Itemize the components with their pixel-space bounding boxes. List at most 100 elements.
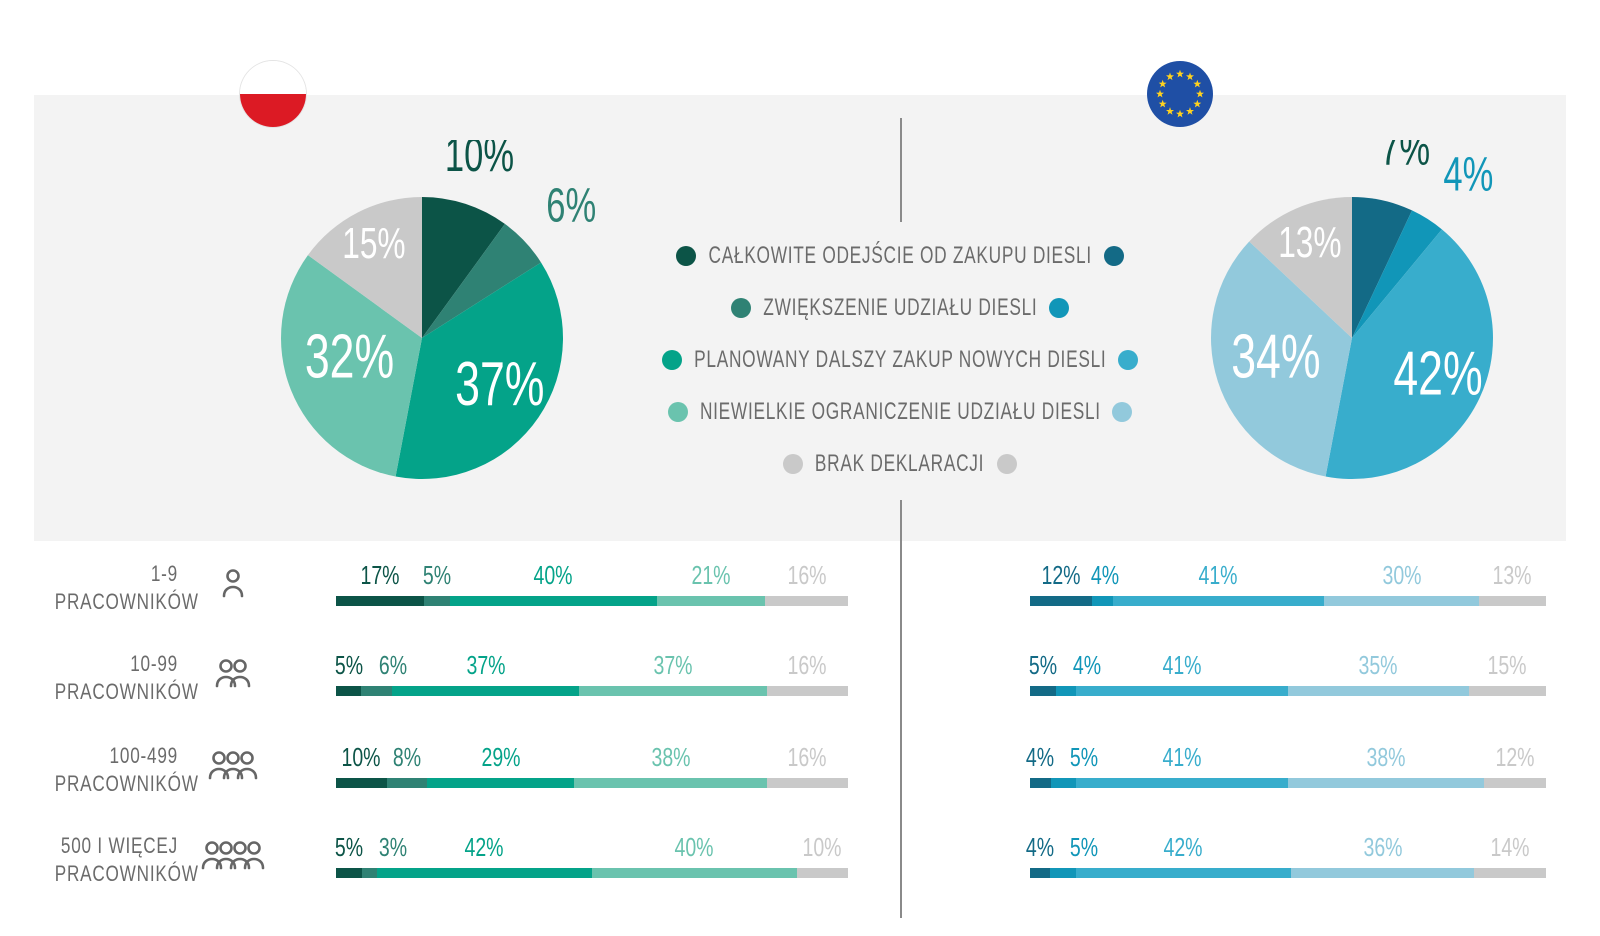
- legend-dot-eu: [1112, 402, 1133, 422]
- pie-label: 13%: [1278, 218, 1341, 267]
- bar-segment-eu: [1076, 778, 1288, 788]
- eu-star-icon: [1158, 99, 1167, 108]
- pie-label: 15%: [342, 219, 405, 268]
- bar-value-label-eu: 35%: [1358, 650, 1398, 680]
- bar-segment-poland: [765, 596, 848, 606]
- bar-segment-poland: [579, 686, 767, 696]
- bar-segment-eu: [1075, 868, 1291, 878]
- bar-segment-eu: [1030, 868, 1051, 878]
- bar-value-label-eu: 30%: [1381, 560, 1422, 590]
- pie-slice: [1325, 229, 1493, 479]
- bar-segment-poland: [336, 596, 424, 606]
- bar-value-label-eu: 4%: [1072, 650, 1101, 680]
- bar-segment-poland: [766, 686, 848, 696]
- pie-chart-eu: 7% 4% 42% 34% 13%: [1211, 140, 1493, 479]
- bar-value-label-eu: 41%: [1198, 560, 1238, 590]
- pie-label: 10%: [445, 140, 514, 181]
- bar-segment-eu: [1030, 778, 1051, 788]
- eu-flag-icon: [1147, 61, 1213, 127]
- bar-segment-eu: [1288, 778, 1485, 788]
- bar-value-label-poland: 17%: [360, 560, 400, 590]
- bar-segment-poland: [336, 686, 362, 696]
- bar-value-label-poland: 3%: [378, 832, 407, 862]
- eu-star-icon: [1176, 109, 1184, 118]
- row-label-line2: PRACOWNIKÓW: [54, 679, 199, 704]
- bar-segment-eu: [1478, 596, 1546, 606]
- legend-label: NIEWIELKIE OGRANICZENIE UDZIAŁU DIESLI: [699, 398, 1101, 425]
- bar-value-label-poland: 38%: [651, 742, 691, 772]
- bar-segment-eu: [1055, 686, 1077, 696]
- bar-value-label-eu: 38%: [1366, 742, 1406, 772]
- pie-label: 34%: [1231, 322, 1320, 391]
- pie-label: 6%: [546, 178, 596, 232]
- pie-label: 42%: [1393, 339, 1482, 408]
- legend-dot-poland: [731, 298, 752, 318]
- bar-segment-poland: [449, 596, 657, 606]
- bar-segment-poland: [386, 778, 428, 788]
- bar-value-label-eu: 5%: [1070, 742, 1099, 772]
- bar-value-label-eu: 15%: [1487, 650, 1527, 680]
- bar-value-label-eu: 41%: [1162, 742, 1202, 772]
- legend: CAŁKOWITE ODEJŚCIE OD ZAKUPU DIESLI ZWIĘK…: [600, 236, 1200, 496]
- pie-slice: [281, 255, 422, 477]
- bar-segment-eu: [1112, 596, 1325, 606]
- row-label-line1: 100-499: [109, 743, 178, 768]
- legend-dot-eu: [1048, 298, 1069, 318]
- bar-value-label-poland: 37%: [466, 650, 506, 680]
- divider-top: [900, 118, 902, 222]
- row-label: 100-499 PRACOWNIKÓW: [20, 742, 199, 798]
- pie-chart-poland: 10% 6% 37% 32% 15%: [281, 140, 596, 479]
- divider-bottom: [900, 500, 902, 918]
- pie-slice: [1211, 241, 1352, 477]
- legend-label: PLANOWANY DALSZY ZAKUP NOWYCH DIESLI: [693, 346, 1107, 373]
- two-people-icon: [198, 656, 268, 697]
- bar-value-label-eu: 42%: [1163, 832, 1203, 862]
- bar-segment-poland: [361, 868, 377, 878]
- bar-value-label-eu: 5%: [1028, 650, 1057, 680]
- bar-segment-eu: [1474, 868, 1546, 878]
- row-label-line1: 10-99: [130, 651, 178, 676]
- poland-flag-icon: [240, 61, 306, 127]
- bar-value-label-poland: 10%: [341, 742, 381, 772]
- bar-segment-eu: [1468, 686, 1546, 696]
- bar-segment-poland: [574, 778, 767, 788]
- bar-segment-eu: [1288, 686, 1469, 696]
- eu-star-icon: [1186, 72, 1194, 81]
- bar-value-label-poland: 37%: [653, 650, 693, 680]
- bar-value-label-eu: 36%: [1362, 832, 1403, 862]
- pie-slice: [1352, 210, 1442, 338]
- bar-value-label-eu: 41%: [1162, 650, 1202, 680]
- bar-value-label-poland: 5%: [422, 560, 451, 590]
- bar-segment-poland: [391, 686, 580, 696]
- row-label: 1-9 PRACOWNIKÓW: [20, 560, 199, 616]
- legend-dot-eu: [1103, 246, 1124, 266]
- eu-star-icon: [1158, 79, 1167, 88]
- bar-segment-poland: [423, 596, 450, 606]
- pie-slice: [307, 197, 422, 338]
- bar-segment-poland: [766, 778, 848, 788]
- eu-star-icon: [1176, 69, 1184, 78]
- bar-segment-eu: [1030, 686, 1056, 696]
- legend-item: CAŁKOWITE ODEJŚCIE OD ZAKUPU DIESLI: [600, 236, 1200, 276]
- pie-label: 37%: [455, 350, 544, 419]
- bar-segment-poland: [376, 868, 592, 878]
- row-label-line2: PRACOWNIKÓW: [54, 589, 199, 614]
- bar-value-label-eu: 12%: [1495, 742, 1535, 772]
- bar-value-label-poland: 5%: [334, 650, 363, 680]
- bar-segment-eu: [1050, 868, 1076, 878]
- bar-value-label-poland: 21%: [691, 560, 731, 590]
- bar-segment-eu: [1030, 596, 1092, 606]
- row-label-line2: PRACOWNIKÓW: [54, 771, 199, 796]
- bar-segment-poland: [796, 868, 848, 878]
- bar-segment-eu: [1076, 686, 1288, 696]
- bar-segment-poland: [336, 778, 387, 788]
- bar-value-label-eu: 12%: [1041, 560, 1081, 590]
- pie-slice: [422, 223, 542, 338]
- legend-item: PLANOWANY DALSZY ZAKUP NOWYCH DIESLI: [600, 340, 1200, 380]
- legend-item: NIEWIELKIE OGRANICZENIE UDZIAŁU DIESLI: [600, 392, 1200, 432]
- four-people-icon: [198, 838, 268, 879]
- bar-segment-poland: [361, 686, 392, 696]
- row-label: 10-99 PRACOWNIKÓW: [20, 650, 199, 706]
- bar-value-label-eu: 5%: [1070, 832, 1099, 862]
- bar-segment-poland: [336, 868, 362, 878]
